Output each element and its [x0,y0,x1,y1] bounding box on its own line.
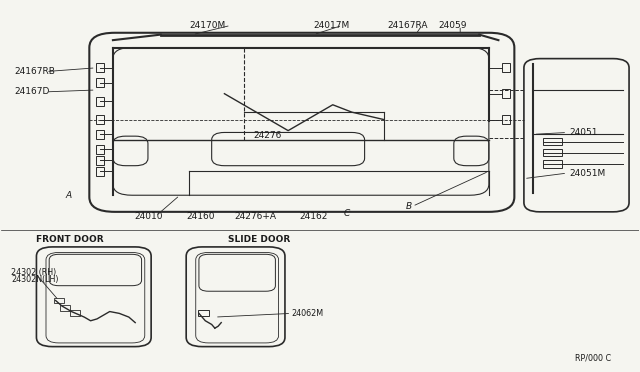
Text: 24170M: 24170M [189,21,226,30]
Text: 24162: 24162 [300,212,328,221]
Text: 24160: 24160 [186,212,214,221]
Text: 24302N(LH): 24302N(LH) [11,275,58,283]
Text: 24276+A: 24276+A [234,212,276,221]
Bar [502,115,510,124]
Bar [96,156,104,164]
Bar [96,78,104,87]
Bar [543,149,562,157]
Bar [198,310,209,316]
Bar [96,167,104,176]
Text: C: C [344,209,350,218]
Bar [96,130,104,139]
Text: SLIDE DOOR: SLIDE DOOR [228,235,290,244]
Text: 24051: 24051 [570,128,598,137]
Text: 24051M: 24051M [570,169,606,177]
Text: 24010: 24010 [134,212,163,221]
Bar [96,115,104,124]
Bar [60,305,70,311]
Bar [96,145,104,154]
Text: B: B [406,202,412,211]
Text: 24302 (RH): 24302 (RH) [11,268,56,277]
Bar [543,138,562,145]
Text: 24167RA: 24167RA [387,21,428,30]
Bar [502,89,510,98]
Text: 24167D: 24167D [14,87,49,96]
Bar [96,97,104,106]
Bar [543,160,562,167]
Text: A: A [65,191,71,200]
Bar [54,298,64,304]
Text: 24276: 24276 [253,131,282,140]
Text: 24167RB: 24167RB [14,67,55,76]
Bar [70,310,80,316]
Bar [96,63,104,72]
Bar [502,63,510,72]
Text: FRONT DOOR: FRONT DOOR [36,235,104,244]
Text: 24062M: 24062M [291,309,323,318]
Text: 24059: 24059 [438,21,467,30]
Text: RP/000 C: RP/000 C [575,353,611,362]
Text: 24017M: 24017M [314,21,350,30]
